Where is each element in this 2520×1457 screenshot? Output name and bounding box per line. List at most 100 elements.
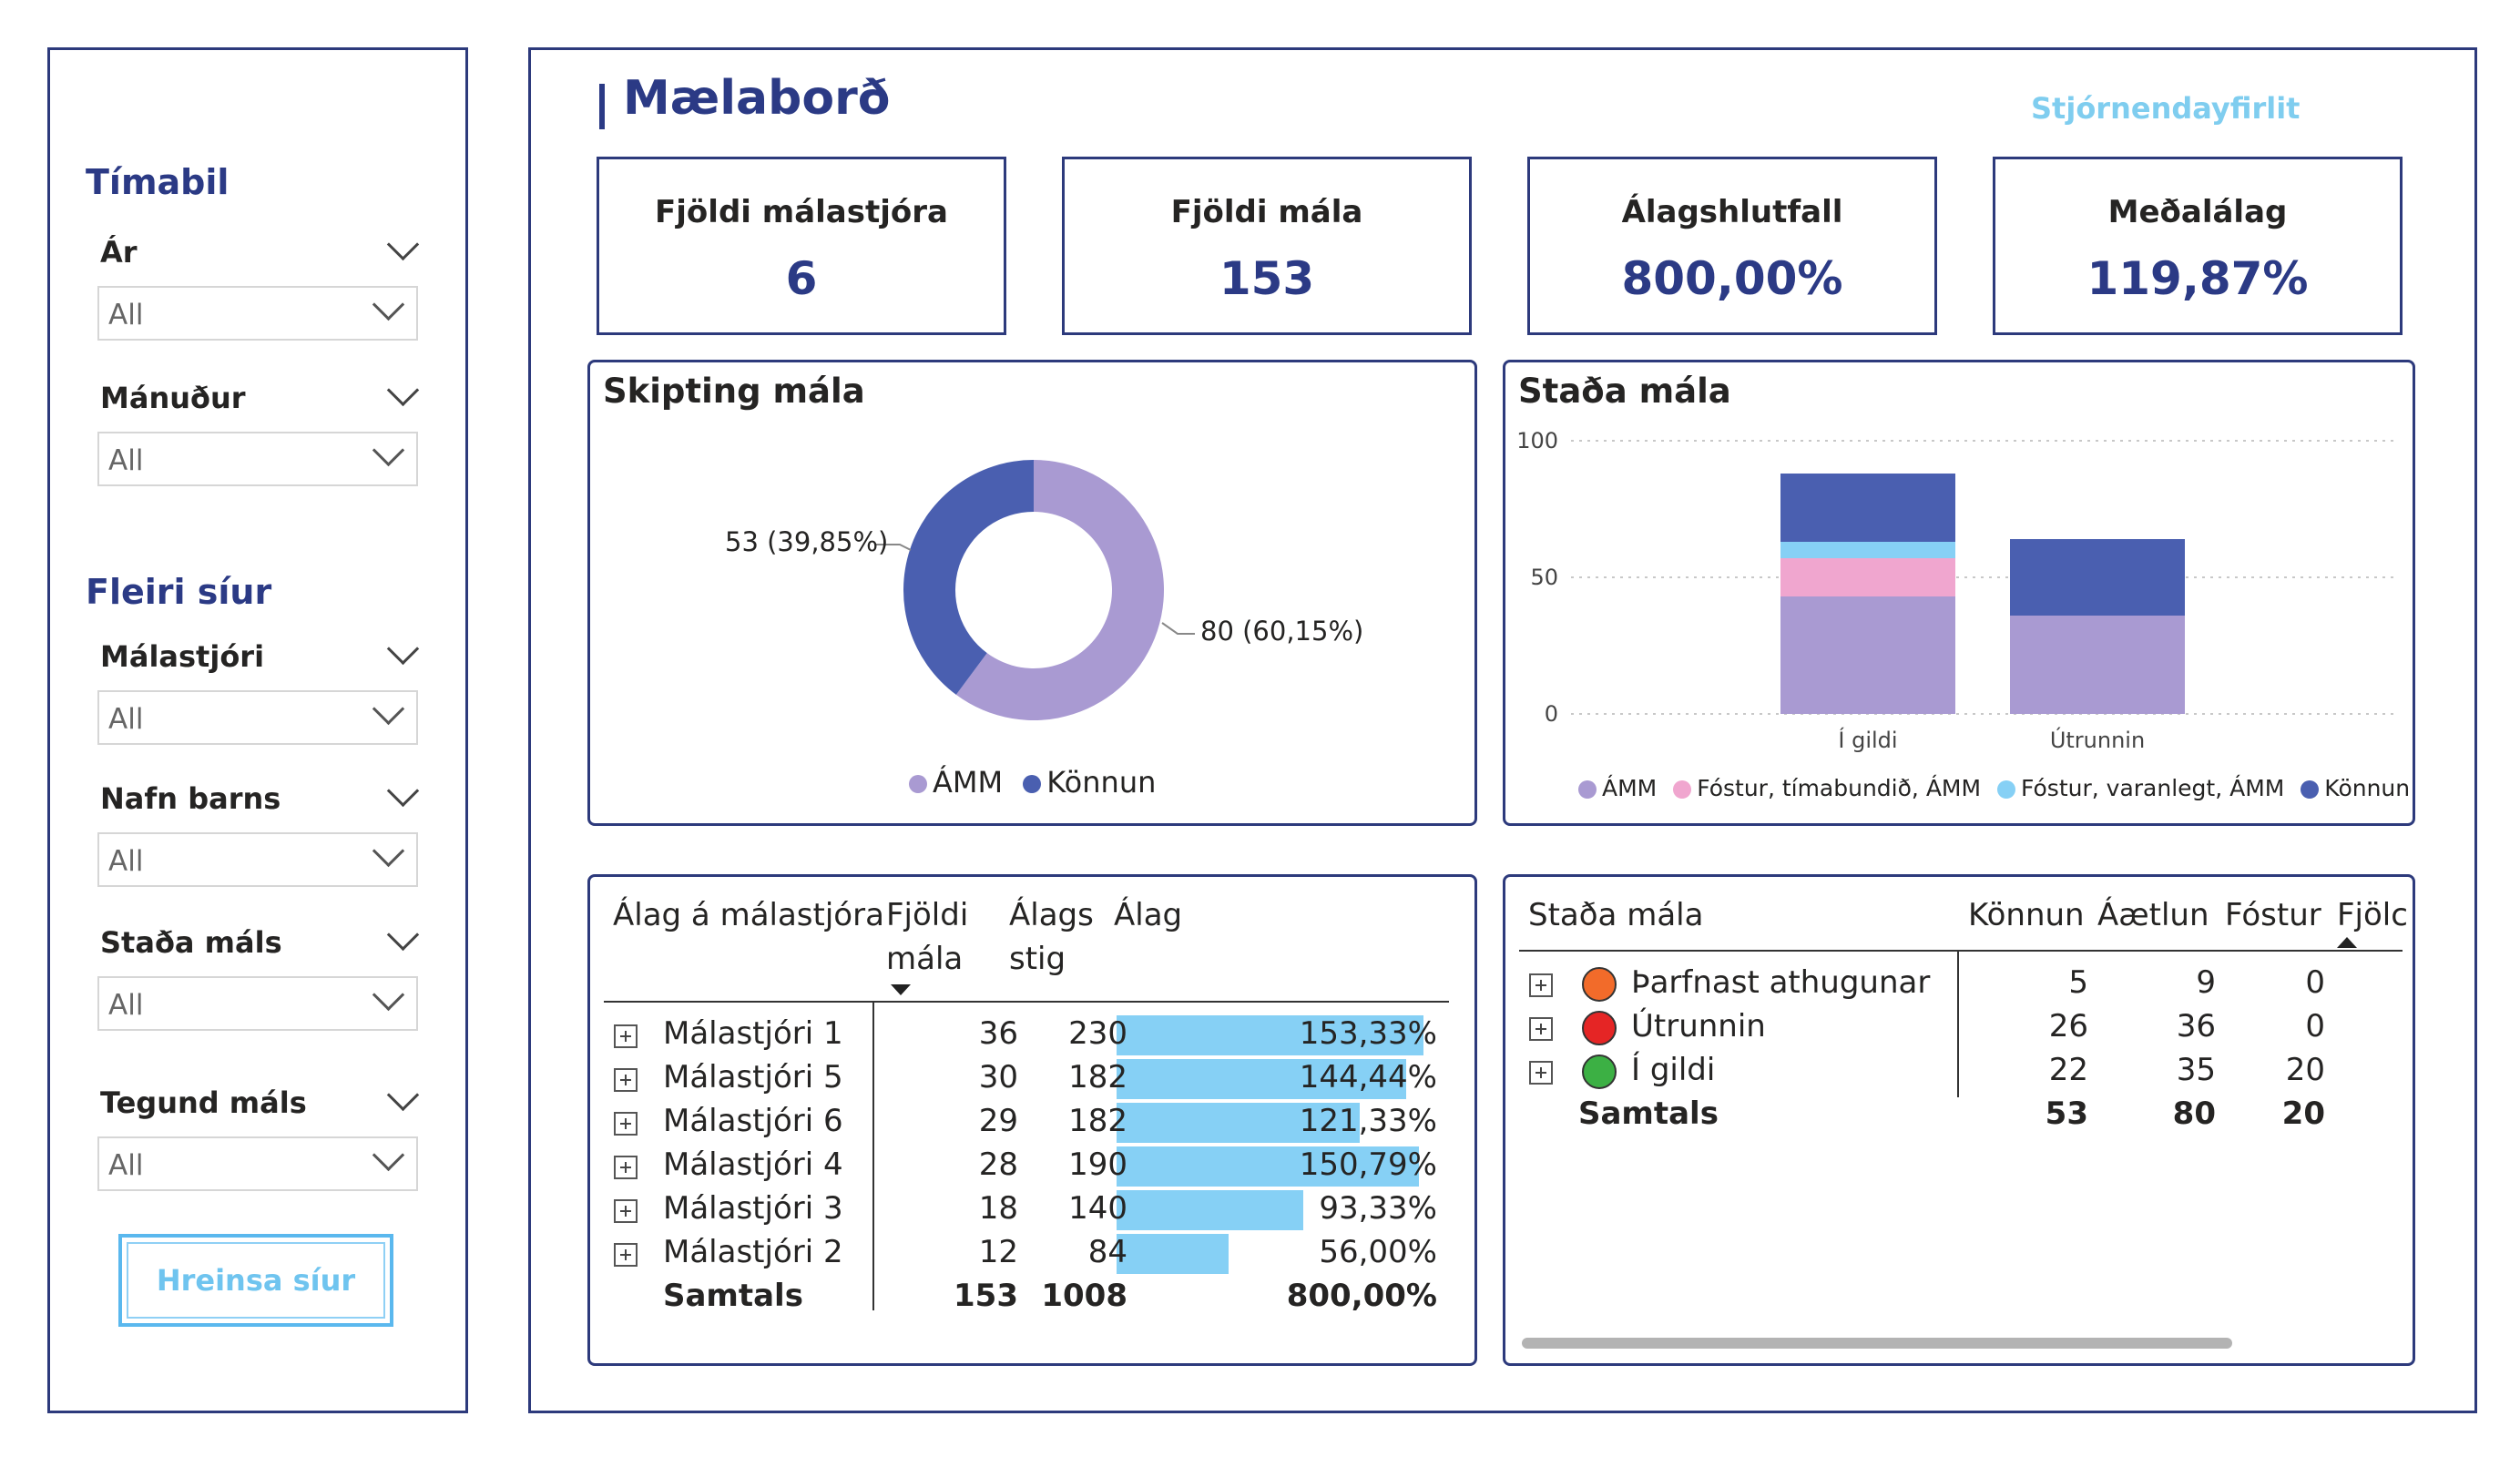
kpi-label: Fjöldi mála	[1170, 194, 1363, 230]
filter-label-manudur: Mánuður	[100, 381, 246, 415]
header-divider	[1519, 950, 2403, 952]
bar-segment[interactable]	[2010, 616, 2185, 714]
horizontal-scrollbar[interactable]	[1522, 1338, 2232, 1349]
kpi-label: Álagshlutfall	[1621, 194, 1843, 230]
header-konnun[interactable]: Könnun	[1968, 897, 2085, 933]
legend-dot-amm	[909, 775, 927, 793]
header-fjoldi-clip: Fjölc	[2337, 893, 2410, 939]
leader-line	[874, 544, 912, 551]
cell-c1: 26	[2048, 1008, 2088, 1044]
filter-dropdown-nafn-barns[interactable]: All	[97, 832, 418, 887]
expand-icon[interactable]	[614, 1199, 638, 1223]
filter-dropdown-tegund-mals[interactable]: All	[97, 1136, 418, 1191]
column-divider	[1957, 952, 1959, 1097]
cell-name: Í gildi	[1631, 1052, 1716, 1088]
card-title: Skipting mála	[603, 372, 865, 411]
total-count: 153	[954, 1278, 1018, 1314]
header-points-line2: stig	[1009, 941, 1066, 977]
kpi-label: Meðalálag	[2107, 194, 2288, 230]
kpi-card-case-managers: Fjöldi málastjóra 6	[597, 157, 1006, 335]
legend-dot-konnun	[2301, 780, 2320, 799]
cell-name: Málastjóri 4	[663, 1146, 843, 1183]
expand-icon[interactable]	[614, 1243, 638, 1267]
leader-line	[1161, 622, 1195, 635]
cell-name: Málastjóri 2	[663, 1234, 843, 1270]
header-fjoldi[interactable]: Fjölc	[2337, 897, 2408, 933]
cell-name: Útrunnin	[1631, 1008, 1766, 1044]
bar-segment[interactable]	[1780, 558, 1955, 596]
header-status[interactable]: Staða mála	[1528, 897, 1704, 933]
cell-pts: 182	[1068, 1103, 1127, 1139]
chevron-down-icon	[372, 433, 405, 467]
bar-segment[interactable]	[2010, 539, 2185, 616]
reset-filters-button[interactable]: Hreinsa síur	[118, 1234, 393, 1327]
load-data-bar	[1117, 1190, 1303, 1230]
dropdown-value: All	[108, 845, 144, 878]
sort-asc-icon[interactable]	[2337, 937, 2357, 948]
kpi-value: 119,87%	[2086, 252, 2309, 305]
expand-icon[interactable]	[1529, 1061, 1553, 1085]
filter-dropdown-malastjori[interactable]: All	[97, 690, 418, 745]
chevron-down-icon	[372, 834, 405, 868]
y-tick-label: 50	[1530, 565, 1558, 590]
cell-load: 56,00%	[1319, 1234, 1437, 1270]
bar-segment[interactable]	[1780, 596, 1955, 714]
bar-segment[interactable]	[1780, 474, 1955, 542]
filter-dropdown-stada-mals[interactable]: All	[97, 976, 418, 1031]
chevron-down-icon	[372, 1138, 405, 1172]
cell-name: Málastjóri 5	[663, 1059, 843, 1095]
dropdown-value: All	[108, 299, 144, 331]
filter-label-tegund-mals: Tegund máls	[100, 1085, 307, 1120]
header-aaetlun[interactable]: Áætlun	[2097, 897, 2209, 933]
expand-icon[interactable]	[614, 1024, 638, 1048]
status-indicator-icon	[1582, 1011, 1617, 1045]
filter-label-malastjori: Málastjóri	[100, 639, 265, 674]
chevron-down-icon	[372, 692, 405, 726]
legend-label-konnun: Könnun	[2324, 775, 2411, 801]
bar-segment[interactable]	[1780, 542, 1955, 558]
expand-icon[interactable]	[614, 1156, 638, 1179]
legend-label-konnun: Könnun	[1046, 765, 1157, 800]
expand-icon[interactable]	[1529, 973, 1553, 997]
load-data-bar	[1117, 1234, 1229, 1274]
header-fostur[interactable]: Fóstur	[2225, 897, 2321, 933]
load-data-bar	[1117, 1146, 1419, 1187]
header-name[interactable]: Álag á málastjóra	[613, 897, 884, 933]
expand-icon[interactable]	[614, 1068, 638, 1092]
donut-chart[interactable]	[590, 362, 1480, 829]
cell-pts: 182	[1068, 1059, 1127, 1095]
kpi-card-load-ratio: Álagshlutfall 800,00%	[1527, 157, 1937, 335]
sort-desc-icon[interactable]	[891, 984, 911, 995]
dropdown-value: All	[108, 989, 144, 1022]
donut-label-amm: 80 (60,15%)	[1200, 616, 1364, 647]
total-load: 800,00%	[1286, 1278, 1437, 1314]
filter-label-stada-mals: Staða máls	[100, 925, 282, 960]
stacked-bar-chart[interactable]: 0 50 100 Í gildi Útrunnin	[1505, 362, 2418, 829]
load-table-card: Álag á málastjóra Fjöldi mála Álags stig…	[587, 874, 1477, 1366]
cell-pts: 190	[1068, 1146, 1127, 1183]
donut-slice-konnun[interactable]	[903, 460, 1034, 695]
column-divider	[872, 1001, 874, 1310]
legend-label-fostur-timabundid: Fóstur, tímabundið, ÁMM	[1697, 775, 1982, 801]
y-tick-label: 0	[1545, 701, 1558, 727]
expand-icon[interactable]	[614, 1112, 638, 1136]
header-points[interactable]: Álags	[1009, 897, 1094, 933]
expand-icon[interactable]	[1529, 1017, 1553, 1041]
cell-count: 12	[978, 1234, 1018, 1270]
header-load[interactable]: Álag	[1114, 897, 1183, 933]
filter-dropdown-manudur[interactable]: All	[97, 432, 418, 486]
dropdown-value: All	[108, 703, 144, 736]
header-count[interactable]: Fjöldi	[886, 897, 969, 933]
donut-label-konnun: 53 (39,85%)	[725, 526, 889, 557]
cell-c3: 0	[2305, 1008, 2325, 1044]
donut-slice-amm[interactable]	[955, 460, 1164, 720]
x-tick-label: Í gildi	[1838, 727, 1897, 753]
cell-c1: 5	[2068, 964, 2088, 1001]
executive-overview-link[interactable]: Stjórnendayfirlit	[2031, 91, 2301, 126]
title-accent-bar	[599, 84, 605, 129]
legend-label-amm: ÁMM	[1602, 775, 1658, 801]
filter-dropdown-ar[interactable]: All	[97, 286, 418, 341]
chevron-down-icon	[372, 978, 405, 1012]
cell-c2: 36	[2176, 1008, 2216, 1044]
total-name: Samtals	[1578, 1095, 1719, 1132]
